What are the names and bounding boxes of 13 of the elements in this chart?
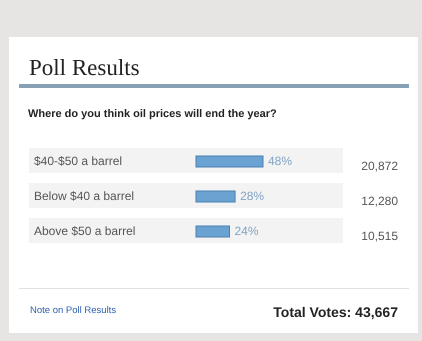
data-label: 48% [268, 154, 292, 168]
text: Total Votes: 43,667 [273, 304, 398, 320]
data-label: 24% [234, 224, 259, 238]
data-label: 28% [240, 189, 264, 203]
y-tick-label: $40-$50 a barrel [34, 154, 122, 168]
text: Note on Poll Results [30, 305, 116, 316]
chart-subtitle: Where do you think oil prices will end the year? [28, 108, 278, 120]
chart-title: Poll Results [29, 55, 140, 80]
text: 10,515 [361, 229, 398, 243]
text: 12,280 [361, 194, 398, 208]
y-tick-label: Below $40 a barrel [34, 189, 134, 203]
y-tick-label: Above $50 a barrel [34, 224, 136, 238]
text: 20,872 [361, 159, 398, 173]
